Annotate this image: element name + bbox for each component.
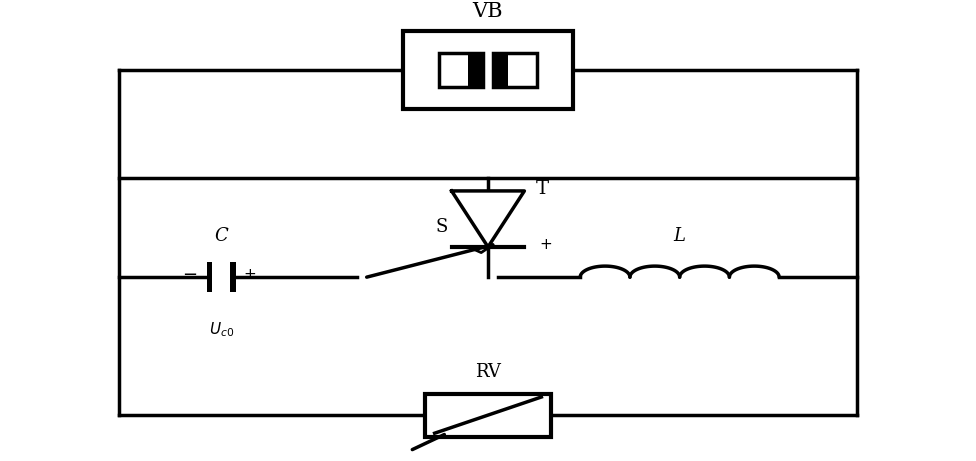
Text: +: +: [243, 267, 256, 283]
Text: RV: RV: [475, 363, 501, 381]
Bar: [468, 53, 483, 88]
Text: C: C: [215, 227, 228, 245]
Bar: [439, 53, 483, 88]
Text: −: −: [182, 266, 197, 284]
Text: VB: VB: [472, 2, 504, 21]
Polygon shape: [452, 191, 524, 247]
Text: T: T: [536, 180, 549, 198]
Bar: [493, 53, 537, 88]
Text: L: L: [673, 227, 686, 245]
Bar: [425, 394, 551, 437]
Bar: [493, 53, 508, 88]
Text: S: S: [435, 218, 448, 236]
Bar: [207, 262, 213, 292]
Text: $U_{c0}$: $U_{c0}$: [209, 320, 233, 339]
Bar: [403, 31, 573, 109]
Bar: [230, 262, 235, 292]
Text: +: +: [539, 237, 551, 252]
